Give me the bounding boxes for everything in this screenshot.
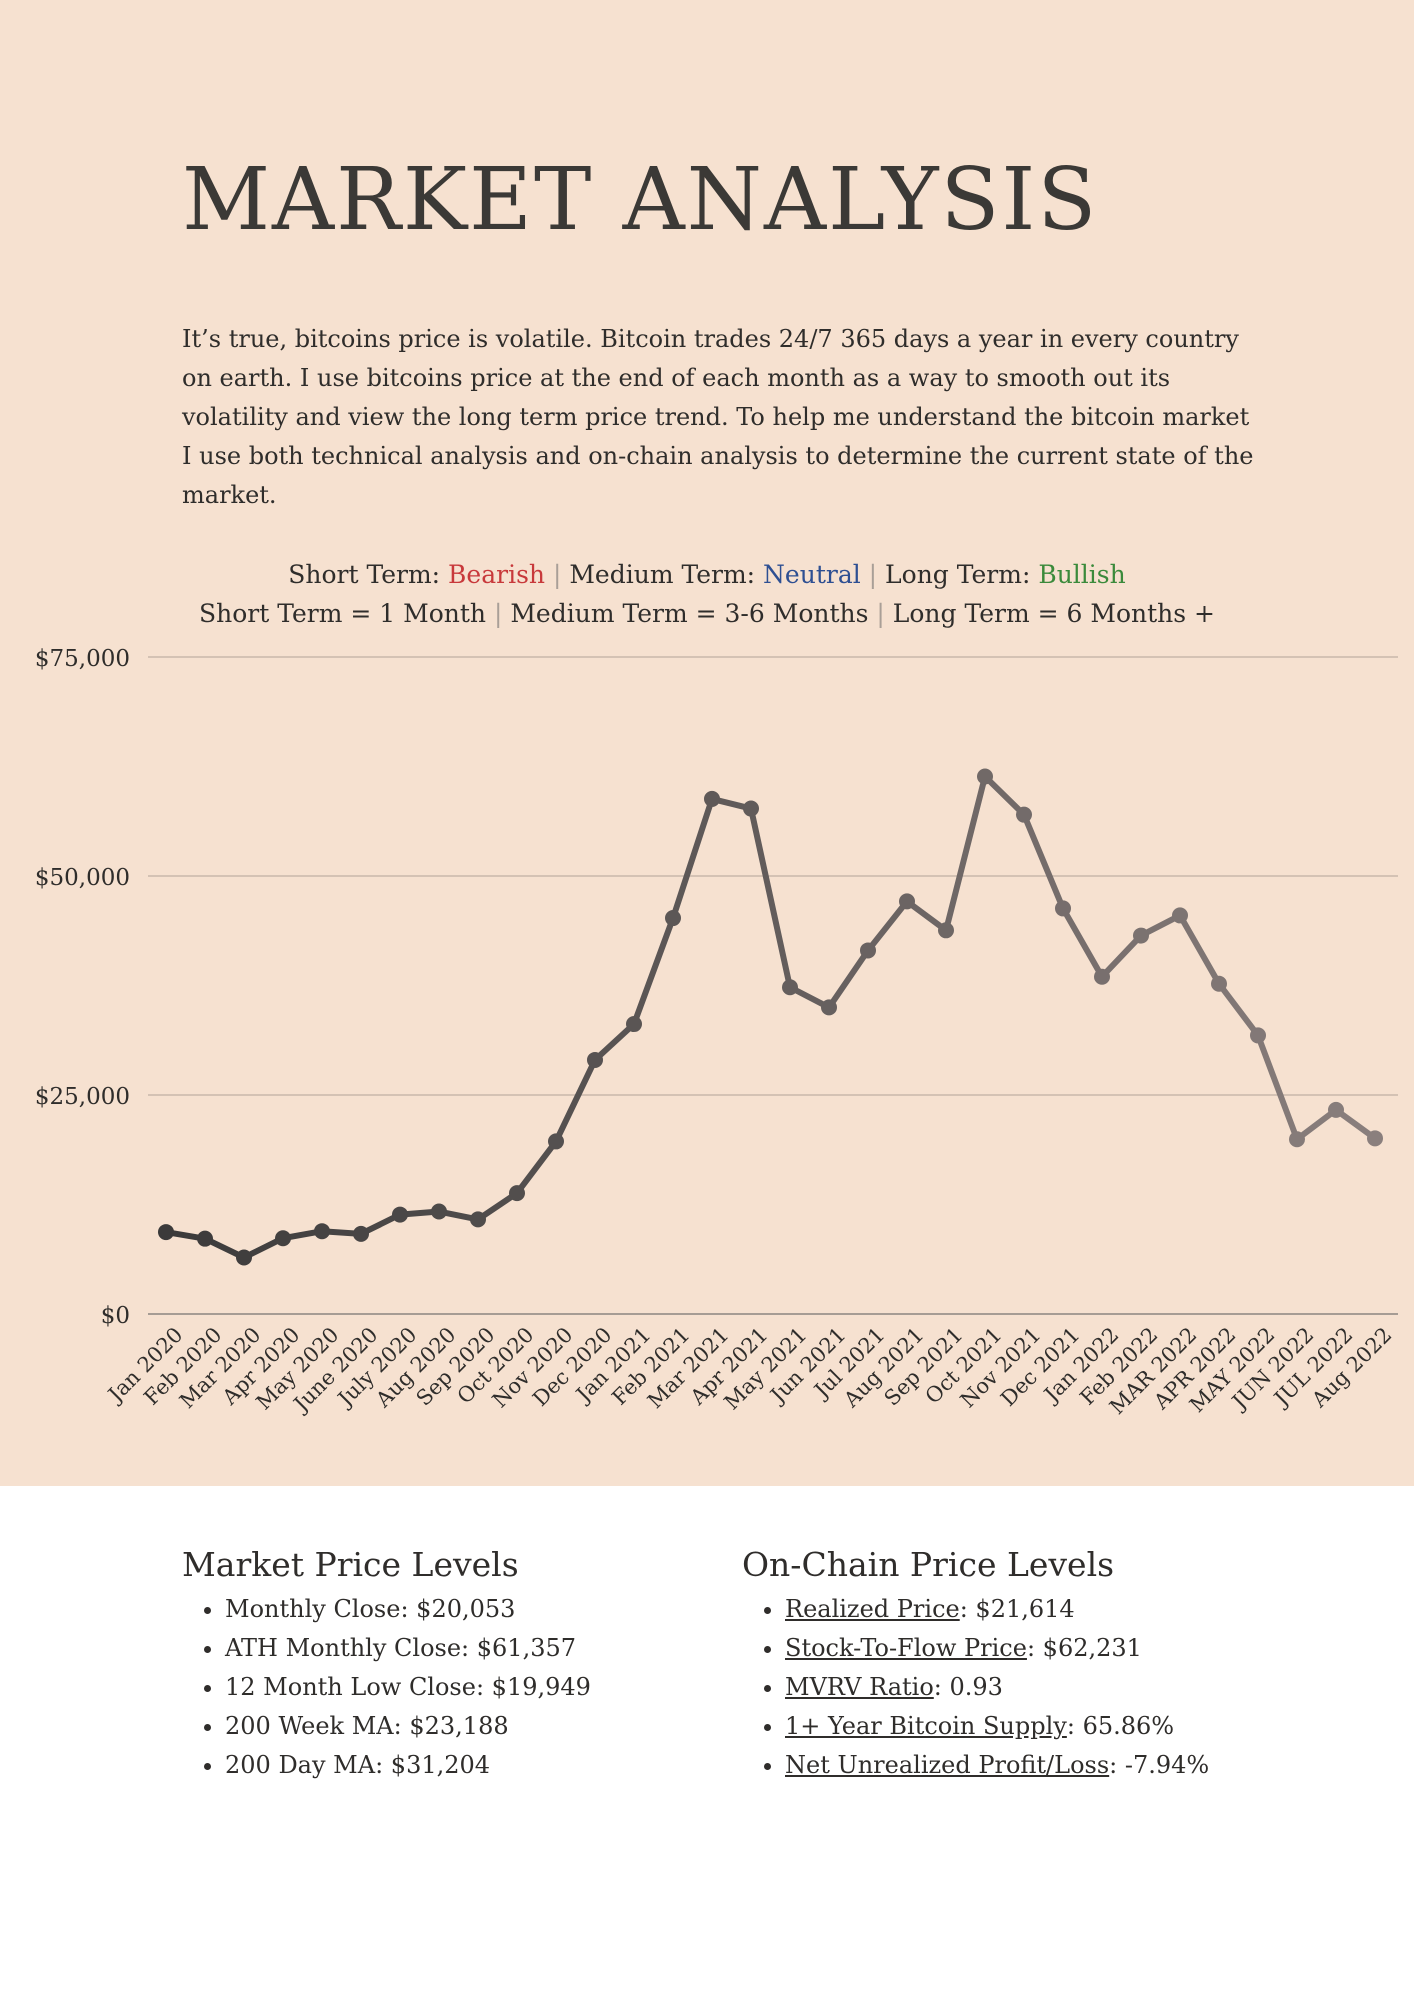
separator: | [552,560,562,589]
y-tick-label: $0 [101,1303,130,1329]
item-value: $31,204 [390,1751,491,1779]
long-term-definition: Long Term = 6 Months + [884,599,1215,628]
data-point [470,1211,486,1228]
separator: | [493,599,503,628]
data-point [1133,927,1149,944]
data-point [431,1203,447,1220]
on-chain-price-levels-title: On-Chain Price Levels [742,1545,1115,1584]
data-point [665,910,681,927]
bitcoin-supply-link[interactable]: 1+ Year Bitcoin Supply [785,1712,1067,1740]
y-tick-label: $75,000 [35,646,130,672]
item-value: : -7.94% [1109,1751,1210,1779]
list-item: 1+ Year Bitcoin Supply: 65.86% [785,1707,1262,1746]
nupl-link[interactable]: Net Unrealized Profit/Loss [785,1751,1110,1779]
separator: | [876,599,885,628]
medium-term-rating: Neutral [763,560,861,589]
data-point [899,893,915,910]
data-point [1172,907,1188,924]
list-item: MVRV Ratio: 0.93 [785,1668,1262,1707]
long-term-rating: Bullish [1038,560,1126,589]
data-point [314,1223,330,1240]
outlook-definitions: Short Term = 1 Month | Medium Term = 3-6… [0,594,1414,633]
data-point [1289,1131,1305,1148]
data-point [782,979,798,996]
long-term-label: Long Term: [877,560,1039,589]
list-item: ATH Monthly Close: $61,357 [225,1629,702,1668]
data-point [353,1225,369,1242]
price-series-line [163,773,1378,1261]
data-point [1328,1101,1344,1118]
data-point [860,942,876,959]
data-point [977,768,993,785]
item-value: $23,188 [409,1712,509,1740]
item-label: ATH Monthly Close: [225,1634,477,1662]
medium-term-label: Medium Term: [561,560,764,589]
short-term-definition: Short Term = 1 Month [199,599,494,628]
mvrv-ratio-link[interactable]: MVRV Ratio [785,1673,934,1701]
item-value: : 65.86% [1066,1712,1175,1740]
short-term-rating: Bearish [448,560,545,589]
data-point [392,1206,408,1223]
list-item: Stock-To-Flow Price: $62,231 [785,1629,1262,1668]
data-point [626,1016,642,1033]
data-point [275,1230,291,1247]
data-point [236,1249,252,1266]
list-item: 200 Week MA: $23,188 [225,1707,702,1746]
item-label: 12 Month Low Close: [225,1673,492,1701]
item-value: : 0.93 [933,1673,1003,1701]
list-item: Realized Price: $21,614 [785,1590,1262,1629]
stock-to-flow-link[interactable]: Stock-To-Flow Price [785,1634,1027,1662]
data-point [548,1133,564,1150]
data-point [1367,1130,1383,1147]
data-point [1016,806,1032,823]
data-point [197,1230,213,1247]
item-value: $20,053 [416,1595,516,1623]
list-item: Net Unrealized Profit/Loss: -7.94% [785,1746,1262,1785]
data-point [1250,1027,1266,1044]
price-chart: $0 $25,000 $50,000 $75,000 Jan 2020 Feb 2020… [0,620,1414,1486]
y-tick-label: $50,000 [35,865,130,891]
market-outlook: Short Term: Bearish | Medium Term: Neutr… [0,555,1414,633]
outlook-ratings: Short Term: Bearish | Medium Term: Neutr… [0,555,1414,594]
data-point [938,922,954,939]
market-price-levels-list: Monthly Close: $20,053 ATH Monthly Close… [182,1590,702,1785]
item-label: 200 Day MA: [225,1751,391,1779]
list-item: 12 Month Low Close: $19,949 [225,1668,702,1707]
short-term-label: Short Term: [288,560,449,589]
list-item: 200 Day MA: $31,204 [225,1746,702,1785]
on-chain-price-levels-list: Realized Price: $21,614 Stock-To-Flow Pr… [742,1590,1262,1785]
page-title: MARKET ANALYSIS [182,150,1099,250]
data-point [1055,900,1071,917]
header-panel: MARKET ANALYSIS It’s true, bitcoins pric… [0,0,1414,1486]
intro-paragraph: It’s true, bitcoins price is volatile. B… [182,325,1254,509]
data-point [587,1051,603,1068]
data-point [704,790,720,807]
data-point [509,1185,525,1202]
data-point [158,1224,174,1241]
realized-price-link[interactable]: Realized Price [785,1595,960,1623]
item-value: : $21,614 [959,1595,1075,1623]
item-value: : $62,231 [1026,1634,1142,1662]
on-chain-price-levels: On-Chain Price Levels Realized Price: $2… [742,1545,1262,1785]
medium-term-definition: Medium Term = 3-6 Months [502,599,877,628]
item-value: $19,949 [491,1673,591,1701]
data-point [1211,975,1227,992]
data-point [743,800,759,817]
item-label: Monthly Close: [225,1595,417,1623]
data-point [821,999,837,1016]
market-price-levels-title: Market Price Levels [182,1545,519,1584]
y-tick-label: $25,000 [35,1084,130,1110]
item-value: $61,357 [476,1634,577,1662]
market-price-levels: Market Price Levels Monthly Close: $20,0… [182,1545,702,1785]
item-label: 200 Week MA: [225,1712,410,1740]
data-point [1094,968,1110,985]
separator: | [868,560,878,589]
list-item: Monthly Close: $20,053 [225,1590,702,1629]
